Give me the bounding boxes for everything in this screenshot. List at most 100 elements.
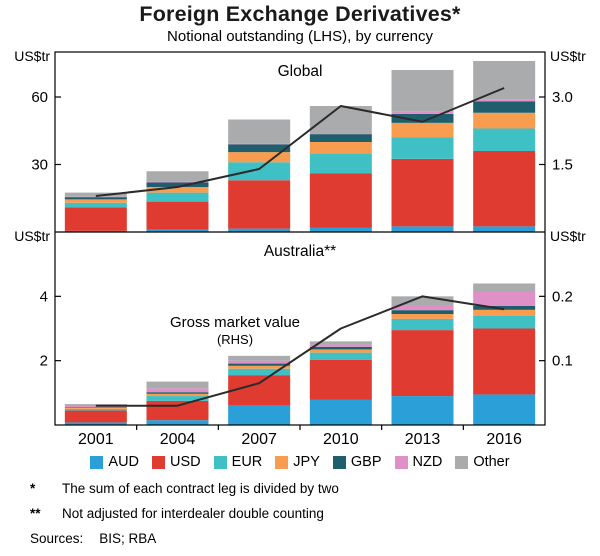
footnote-2: ** Not adjusted for interdealer double c… [30,506,339,522]
bar-segment-global-2001-eur [64,202,127,208]
bar-segment-australia-2013-other [391,296,454,306]
bar-segment-global-2007-jpy [228,152,291,163]
unit-label-right-global: US$tr [550,48,586,64]
panel-frame [54,51,546,426]
panel-title-australia: Australia** [264,243,336,260]
bar-segment-australia-2004-nzd [146,388,209,393]
bar-segment-australia-2013-nzd [391,305,454,311]
left-tick-label-australia: 4 [40,288,48,305]
bar-segment-australia-2010-other [309,341,372,345]
legend-item-jpy: JPY [275,454,320,470]
legend-item-usd: USD [152,454,201,470]
gross-market-value-line-global [95,87,505,197]
bar-segment-australia-2004-jpy [146,393,209,397]
bar-segment-australia-2007-aud [228,405,291,425]
legend-item-other: Other [455,454,510,470]
bar-segment-australia-2007-other [228,355,291,361]
bar-segment-global-2010-gbp [309,134,372,142]
bar-segment-australia-2007-jpy [228,365,291,369]
bar-segment-global-2016-other [473,61,536,100]
bar-segment-global-2013-jpy [391,122,454,138]
bar-segment-global-2013-aud [391,226,454,232]
left-tick-label-australia: 2 [40,353,48,370]
sources-label: Sources: [30,531,84,546]
bar-segment-global-2013-nzd [391,111,454,114]
bar-segment-global-2016-gbp [473,101,536,113]
bar-segment-global-2004-aud [146,229,209,232]
bar-segment-global-2004-gbp [146,182,209,187]
footnote-1-marker: * [30,481,36,496]
bar-segment-australia-2004-other [146,381,209,389]
bar-segment-australia-2010-nzd [309,344,372,347]
footnote-1: * The sum of each contract leg is divide… [30,481,339,497]
bar-segment-australia-2016-eur [473,315,536,329]
legend-item-aud: AUD [90,454,139,470]
legend-item-gbp: GBP [332,454,382,470]
bar-segment-australia-2001-eur [64,408,127,411]
right-tick-label-australia: 0.1 [552,353,573,370]
legend-label-jpy: JPY [293,454,320,470]
bar-segment-australia-2001-jpy [64,407,127,409]
bar-segment-australia-2004-usd [146,400,209,421]
legend-swatch-nzd-icon [394,455,408,469]
bar-segment-australia-2010-aud [309,399,372,425]
bar-segment-australia-2010-jpy [309,349,372,353]
bar-segment-australia-2016-aud [473,394,536,425]
bar-segment-global-2004-usd [146,201,209,230]
bar-segment-global-2013-eur [391,137,454,159]
bar-segment-global-2007-gbp [228,144,291,153]
bar-segment-australia-2013-jpy [391,314,454,319]
legend-label-eur: EUR [231,454,263,470]
bar-segment-global-2004-jpy [146,187,209,193]
bar-segment-global-2013-usd [391,158,454,227]
x-label-2007: 2007 [241,431,277,448]
bar-segment-australia-2016-nzd [473,291,536,306]
bar-segment-australia-2007-nzd [228,360,291,364]
footnote-1-text: The sum of each contract leg is divided … [62,481,339,496]
bar-segment-global-2010-aud [309,227,372,232]
unit-label-right-australia: US$tr [550,228,586,244]
x-label-2016: 2016 [486,431,522,448]
bar-segment-global-2004-other [146,171,209,182]
bar-segment-australia-2013-usd [391,330,454,397]
x-label-2010: 2010 [323,431,359,448]
bar-segment-australia-2013-gbp [391,310,454,315]
legend-swatch-aud-icon [90,455,104,469]
x-label-2013: 2013 [405,431,441,448]
bar-segment-australia-2004-gbp [146,392,209,394]
bar-segment-global-2001-gbp [64,197,127,200]
right-tick-label-global: 3.0 [552,89,573,106]
bar-segment-global-2010-nzd [309,133,372,135]
bar-segment-global-2016-nzd [473,99,536,102]
bar-segment-global-2007-aud [228,228,291,232]
legend-swatch-jpy-icon [275,455,289,469]
bar-segment-australia-2007-eur [228,368,291,376]
right-tick-label-australia: 0.2 [552,288,573,305]
x-label-2001: 2001 [78,431,114,448]
footnote-2-marker: ** [30,506,41,521]
bar-segment-global-2010-usd [309,173,372,228]
page-subtitle: Notional outstanding (LHS), by currency [167,28,433,45]
unit-label-left-global: US$tr [14,48,50,64]
bar-segment-global-2007-eur [228,162,291,181]
legend-swatch-gbp-icon [332,455,346,469]
bar-segment-australia-2016-usd [473,328,536,395]
bar-segment-global-2016-jpy [473,112,536,129]
bar-segment-global-2016-aud [473,226,536,232]
gross-market-value-line-australia [95,295,505,407]
bar-segment-global-2010-eur [309,153,372,174]
legend-label-other: Other [473,454,510,470]
bar-segment-australia-2001-usd [64,410,127,423]
bar-segment-australia-2010-usd [309,359,372,400]
legend: AUD USD EUR JPY GBP NZD Other [0,452,600,472]
bar-segment-australia-2016-other [473,283,536,292]
bar-segment-australia-2016-jpy [473,309,536,316]
bar-segment-australia-2001-gbp [64,407,127,408]
bar-segment-global-2016-eur [473,128,536,151]
bar-segment-global-2007-usd [228,180,291,229]
bar-segment-global-2013-other [391,70,454,112]
legend-label-nzd: NZD [412,454,443,470]
bar-segment-australia-2013-eur [391,318,454,331]
legend-swatch-usd-icon [152,455,166,469]
